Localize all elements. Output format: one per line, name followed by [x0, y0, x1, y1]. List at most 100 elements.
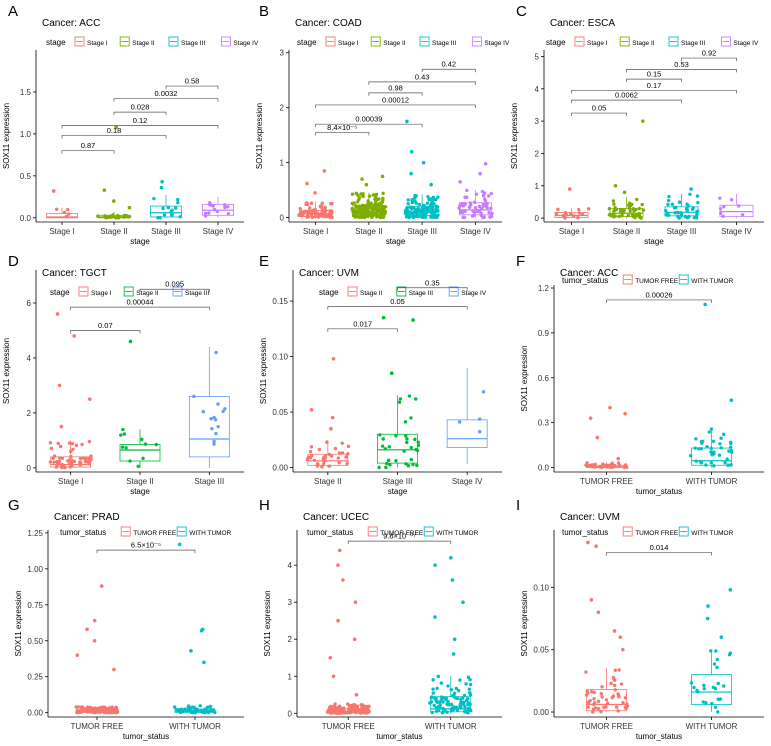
data-point	[348, 710, 353, 715]
data-point-outlier	[159, 185, 164, 190]
data-point	[71, 447, 75, 451]
data-point	[203, 214, 208, 218]
p-value-label: 0.92	[702, 49, 717, 58]
legend-title: stage	[46, 38, 66, 47]
panel-b: B Cancer: COAD stage Stage I Stage II Stage I…	[255, 3, 510, 246]
data-point	[444, 697, 448, 702]
data-point	[128, 459, 132, 463]
data-point	[319, 205, 323, 209]
bracket-line	[139, 288, 210, 293]
panel-letter: G	[8, 497, 20, 514]
data-point-outlier	[595, 435, 600, 440]
data-point	[416, 443, 421, 447]
data-point	[315, 463, 320, 467]
data-point	[212, 439, 216, 444]
data-point	[200, 709, 205, 714]
bracket-line	[397, 287, 468, 291]
panel-title: Cancer: UVM	[560, 512, 620, 523]
data-point	[88, 705, 92, 710]
data-point	[375, 210, 379, 215]
y-tick-label: 4	[27, 354, 32, 363]
data-point	[470, 214, 475, 218]
data-point	[489, 206, 493, 211]
x-tick-label: WITH TUMOR	[169, 722, 221, 731]
p-value-label: 0.0032	[155, 89, 178, 98]
data-point	[364, 710, 368, 714]
data-point	[384, 465, 388, 470]
x-tick-label: TUMOR FREE	[322, 722, 375, 731]
bracket-line	[606, 299, 712, 303]
data-point	[64, 214, 69, 219]
data-point	[152, 196, 156, 201]
data-point	[414, 397, 418, 401]
data-point-outlier	[409, 171, 413, 176]
data-point	[485, 202, 489, 206]
data-point	[366, 199, 370, 203]
data-point	[430, 710, 434, 715]
data-point	[211, 708, 215, 712]
data-point	[373, 201, 377, 206]
data-point	[409, 211, 413, 215]
legend: tumor_status TUMOR FREE WITH TUMOR	[307, 526, 479, 537]
data-point	[413, 208, 418, 212]
box-3	[403, 119, 440, 220]
data-point	[365, 207, 369, 212]
data-point	[704, 463, 708, 467]
data-point	[313, 207, 317, 212]
y-axis-label: SOX11 expression	[2, 338, 11, 404]
data-point	[162, 213, 167, 217]
data-point	[60, 456, 65, 460]
data-point-outlier	[483, 161, 488, 166]
data-point	[415, 448, 420, 453]
data-point	[116, 216, 121, 220]
data-point	[474, 192, 479, 196]
bracket-line	[61, 150, 115, 154]
data-point	[419, 210, 423, 214]
data-point	[726, 463, 730, 467]
data-point	[670, 202, 675, 206]
data-point-outlier	[337, 548, 342, 553]
data-point	[716, 681, 720, 686]
data-point	[481, 215, 485, 220]
data-point	[609, 465, 613, 470]
data-point-outlier	[452, 637, 457, 642]
data-point	[334, 710, 338, 714]
y-tick-label: 0.15	[272, 297, 288, 306]
data-point	[440, 697, 444, 701]
data-point	[356, 193, 360, 197]
data-point	[619, 682, 624, 686]
data-point	[590, 464, 595, 469]
x-tick-label: Stage III	[407, 227, 437, 236]
panel-c: C Cancer: ESCA stage Stage I Stage II Stage I…	[510, 3, 764, 246]
data-point	[589, 689, 594, 694]
comparison-bracket: 0.12	[61, 116, 219, 129]
data-point-outlier	[309, 408, 314, 412]
data-point	[556, 207, 560, 212]
legend-label: TUMOR FREE	[133, 530, 177, 537]
data-point	[677, 200, 682, 204]
panel-a: A Cancer: ACC stage Stage I Stage II Stage II…	[2, 3, 259, 246]
p-value-label: 0.028	[131, 103, 150, 112]
data-point-outlier	[329, 426, 333, 431]
box-4	[457, 161, 494, 220]
data-point	[408, 214, 412, 219]
data-point	[80, 442, 84, 447]
data-point	[68, 465, 73, 469]
data-point	[607, 206, 612, 211]
data-point	[115, 710, 119, 715]
data-point	[705, 444, 709, 449]
p-value-label: 0.58	[185, 77, 200, 86]
comparison-bracket: 9.8×10⁻⁰⁷	[347, 532, 452, 545]
data-point	[614, 705, 619, 709]
data-point	[327, 464, 332, 468]
data-point	[725, 457, 729, 461]
data-point	[736, 204, 741, 208]
panel-e: E Cancer: UVM stage Stage II Stage III Stage …	[259, 253, 502, 496]
data-point	[342, 706, 346, 710]
data-point	[140, 437, 144, 442]
data-point	[337, 451, 342, 455]
data-point	[351, 210, 356, 214]
data-point	[122, 432, 127, 436]
